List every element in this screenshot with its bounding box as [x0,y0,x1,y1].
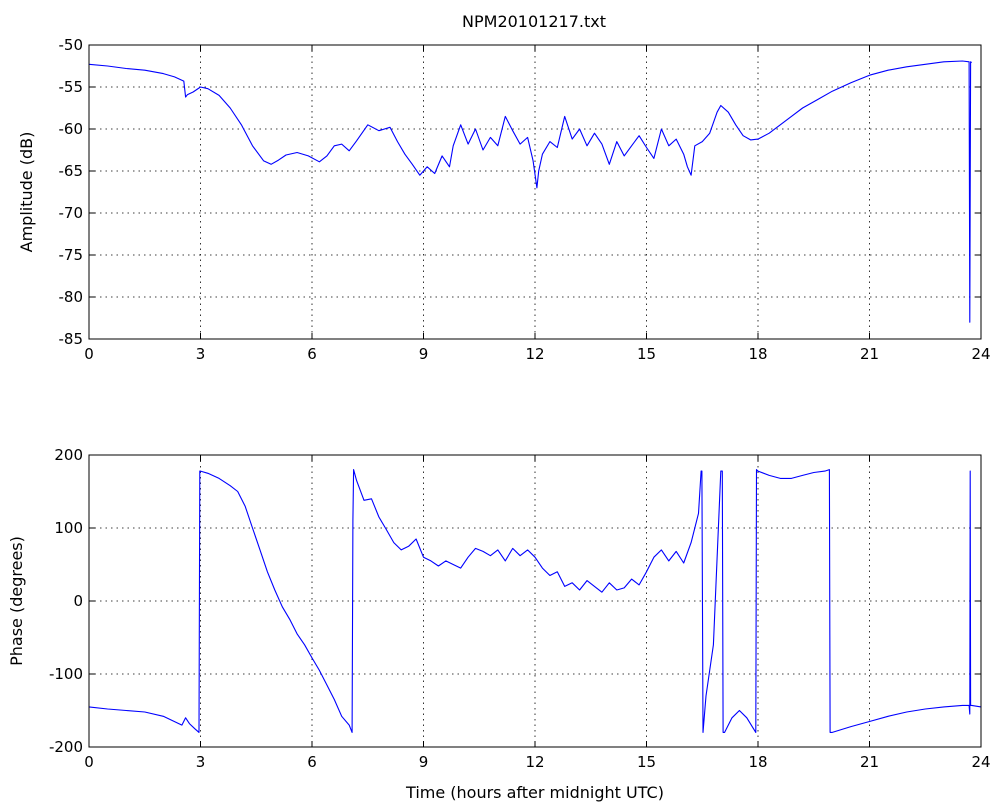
amplitude-x-tick-label: 18 [748,345,767,363]
phase-x-tick-label: 6 [307,753,317,771]
amplitude-y-tick-label: -50 [59,36,84,54]
amplitude-plot: NPM20101217.txt Amplitude (dB) 0 3 6 9 12 15 1… [17,12,991,363]
amplitude-axes-frame [88,44,982,340]
amplitude-y-axis-label: Amplitude (dB) [17,132,36,253]
amplitude-y-tick-label: -65 [59,162,84,180]
phase-x-tick-label: 21 [860,753,879,771]
phase-x-tick-label: 3 [196,753,206,771]
amplitude-ticks: 0 3 6 9 12 15 18 21 24 -85 -80 -75 -70 -65 -60 -55 -50 [59,36,991,363]
amplitude-y-tick-label: -85 [59,330,84,348]
amplitude-grid [89,45,981,339]
phase-y-tick-label: 200 [54,446,83,464]
amplitude-y-tick-label: -60 [59,120,84,138]
amplitude-x-tick-label: 0 [84,345,94,363]
phase-y-tick-label: 100 [54,519,83,537]
phase-x-tick-label: 24 [971,753,990,771]
phase-grid [89,455,981,747]
phase-y-tick-label: -200 [49,738,83,756]
amplitude-x-tick-label: 6 [307,345,317,363]
phase-x-tick-label: 18 [748,753,767,771]
phase-x-tick-label: 9 [419,753,429,771]
phase-y-tick-label: 0 [73,592,83,610]
phase-axes-frame [88,454,982,748]
amplitude-y-tick-label: -55 [59,78,84,96]
amplitude-y-tick-label: -80 [59,288,84,306]
phase-plot: Phase (degrees) Time (hours after midnig… [7,446,991,802]
phase-x-tick-label: 15 [637,753,656,771]
phase-y-tick-label: -100 [49,665,83,683]
amplitude-x-tick-label: 21 [860,345,879,363]
amplitude-y-tick-label: -75 [59,246,84,264]
plot-title: NPM20101217.txt [462,12,606,31]
amplitude-series [88,60,973,323]
phase-x-tick-label: 12 [525,753,544,771]
amplitude-x-tick-label: 3 [196,345,206,363]
amplitude-series-line [88,60,973,323]
amplitude-y-tick-label: -70 [59,204,84,222]
phase-x-tick-label: 0 [84,753,94,771]
amplitude-x-tick-label: 12 [525,345,544,363]
phase-x-axis-label: Time (hours after midnight UTC) [405,783,664,802]
amplitude-x-tick-label: 15 [637,345,656,363]
phase-series-line [88,469,982,733]
phase-y-axis-label: Phase (degrees) [7,536,26,666]
amplitude-x-tick-label: 24 [971,345,990,363]
phase-series [88,469,982,733]
amplitude-x-tick-label: 9 [419,345,429,363]
